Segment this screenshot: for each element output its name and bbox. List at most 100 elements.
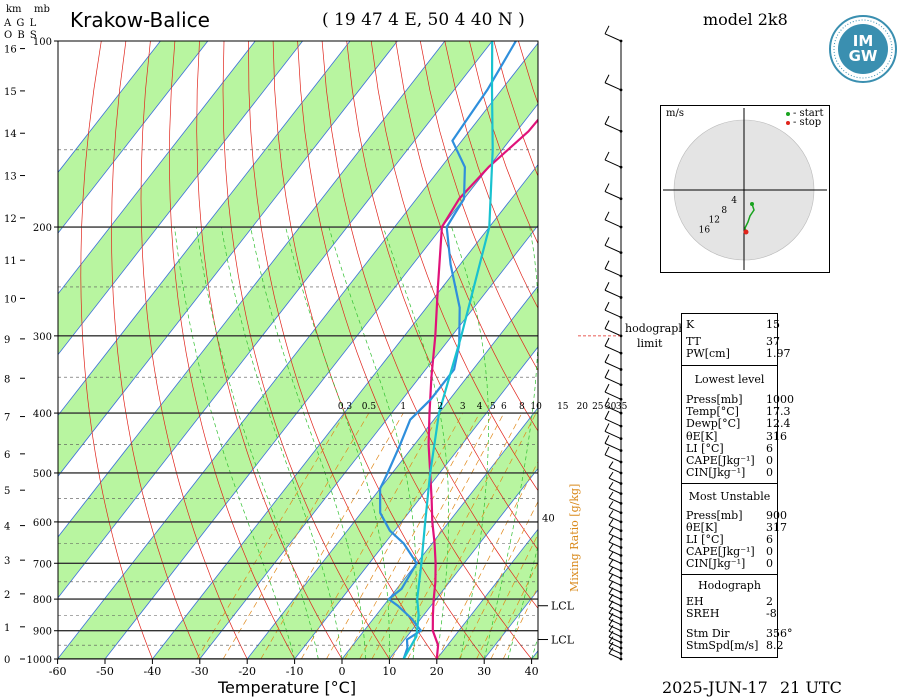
moist-adiabat: [451, 226, 489, 659]
isotherm-line: [58, 41, 351, 417]
pressure-tick-label: 300: [33, 332, 52, 343]
moist-adiabat: [328, 226, 417, 659]
mixing-ratio-label: 35: [616, 402, 628, 412]
station-coords: ( 19 47 4 E, 50 4 40 N ): [322, 10, 525, 30]
lcl-label: LCL: [551, 634, 575, 647]
x-tick-label: 0: [339, 665, 346, 678]
wind-barb-flag: [604, 337, 610, 347]
isotherm-line: [58, 41, 256, 295]
mixing-ratio-line: [222, 412, 370, 659]
svg-text:IM: IM: [853, 32, 874, 50]
wind-barb-flag: [608, 510, 614, 517]
index-row: θE[K] 316: [686, 430, 787, 443]
index-row: Press[mb] 1000: [686, 393, 794, 406]
index-row: θE[K] 317: [686, 521, 787, 534]
wind-barb-flag: [604, 25, 610, 35]
mixing-ratio-label: 3: [460, 402, 466, 412]
wind-barb-flag: [608, 647, 614, 654]
mixing-ratio-line: [502, 585, 538, 659]
dry-adiabat: [395, 41, 538, 432]
wind-barb-flag: [608, 519, 614, 526]
hodograph-panel: 4 8 12 16 m/s - start - stop: [660, 105, 830, 273]
mixing-ratio-label: 1: [400, 402, 406, 412]
wind-barb: [608, 572, 622, 579]
wind-barb-flag: [608, 551, 614, 559]
height-tick-label: 3: [4, 556, 10, 567]
wind-barb-flag: [608, 501, 614, 508]
index-row: LI [°C] 6: [686, 533, 773, 546]
hodograph-ring-label: 8: [721, 206, 727, 216]
pressure-tick-label: 500: [33, 469, 52, 480]
wind-barb-flag: [608, 527, 614, 535]
wind-barb: [604, 391, 622, 400]
index-row: CAPE[Jkg⁻¹] 0: [686, 545, 773, 558]
separator: [682, 483, 777, 484]
hodograph-ring-label: 16: [699, 226, 711, 236]
pressure-tick-label: 600: [33, 518, 52, 529]
lcl-label: LCL: [551, 600, 575, 613]
wind-barb: [608, 618, 622, 626]
isotherm-line: [199, 224, 538, 659]
wind-barb: [608, 599, 622, 607]
mixing-ratio-line: [260, 412, 404, 659]
wind-barb: [604, 328, 622, 337]
wind-barb-flag: [604, 383, 610, 393]
pressure-tick-label: 700: [33, 559, 52, 570]
mixing-ratio-label: 10: [530, 402, 542, 412]
time-label: 21 UTC: [780, 678, 842, 697]
wind-barb: [608, 593, 622, 600]
isotherm-line: [58, 41, 209, 234]
dry-adiabat: [321, 41, 538, 609]
moist-adiabat: [285, 226, 390, 659]
height-tick-label: 15: [4, 87, 17, 98]
wind-barb: [604, 345, 622, 354]
wind-barb: [608, 564, 622, 572]
wind-barb-flag: [604, 410, 610, 420]
wind-barb: [608, 549, 622, 556]
hodograph-ring-label: 4: [731, 196, 737, 206]
agl-label: A G L: [4, 18, 38, 29]
isotherm-line: [58, 41, 446, 538]
mixing-ratio-label: 4: [477, 402, 483, 412]
wind-barb: [604, 377, 622, 386]
wind-barb-flag: [604, 260, 610, 269]
imgw-logo: IM GW: [829, 15, 897, 83]
index-row: CAPE[Jkg⁻¹] 0: [686, 454, 773, 467]
wind-barb-flag: [608, 461, 614, 468]
x-tick-label: -20: [238, 665, 256, 678]
index-row: Press[mb] 900: [686, 509, 787, 522]
isotherm-line: [294, 346, 538, 659]
profile-line: [402, 41, 494, 659]
wind-barb: [604, 418, 622, 427]
hodograph-trace: [744, 203, 755, 233]
wind-barb: [608, 533, 622, 540]
x-axis-label: Temperature [°C]: [218, 678, 357, 697]
x-tick-label: -40: [144, 665, 162, 678]
separator: [682, 574, 777, 575]
x-tick-label: 30: [477, 665, 491, 678]
mixing-ratio-label: 20: [577, 402, 589, 412]
wind-barb: [608, 636, 622, 643]
pressure-tick-label: 900: [33, 627, 52, 638]
index-row: K 15: [686, 318, 780, 331]
isotherm-line: [152, 163, 538, 659]
height-tick-label: 16: [4, 45, 17, 56]
obs-label: O B S: [4, 30, 38, 41]
most-unstable-title: Most Unstable: [688, 490, 771, 503]
index-row: Stm Dir 356°: [686, 627, 793, 640]
index-row: SREH -8: [686, 607, 777, 620]
wind-barb-flag: [608, 543, 614, 551]
plot-frame: [57, 40, 539, 660]
wind-barb: [604, 430, 622, 440]
mixing-ratio-label: 0.5: [362, 402, 377, 412]
wind-barb-flag: [608, 481, 614, 489]
unit-mb: mb: [34, 4, 50, 15]
wind-barb: [604, 405, 622, 414]
mixing-ratio-line: [407, 412, 537, 659]
moist-adiabat: [382, 226, 449, 659]
height-tick-label: 10: [4, 294, 17, 305]
wind-barb: [604, 82, 622, 91]
wind-barb-flag: [604, 183, 610, 192]
wind-barb: [604, 289, 622, 298]
wind-barb-flag: [604, 369, 610, 378]
